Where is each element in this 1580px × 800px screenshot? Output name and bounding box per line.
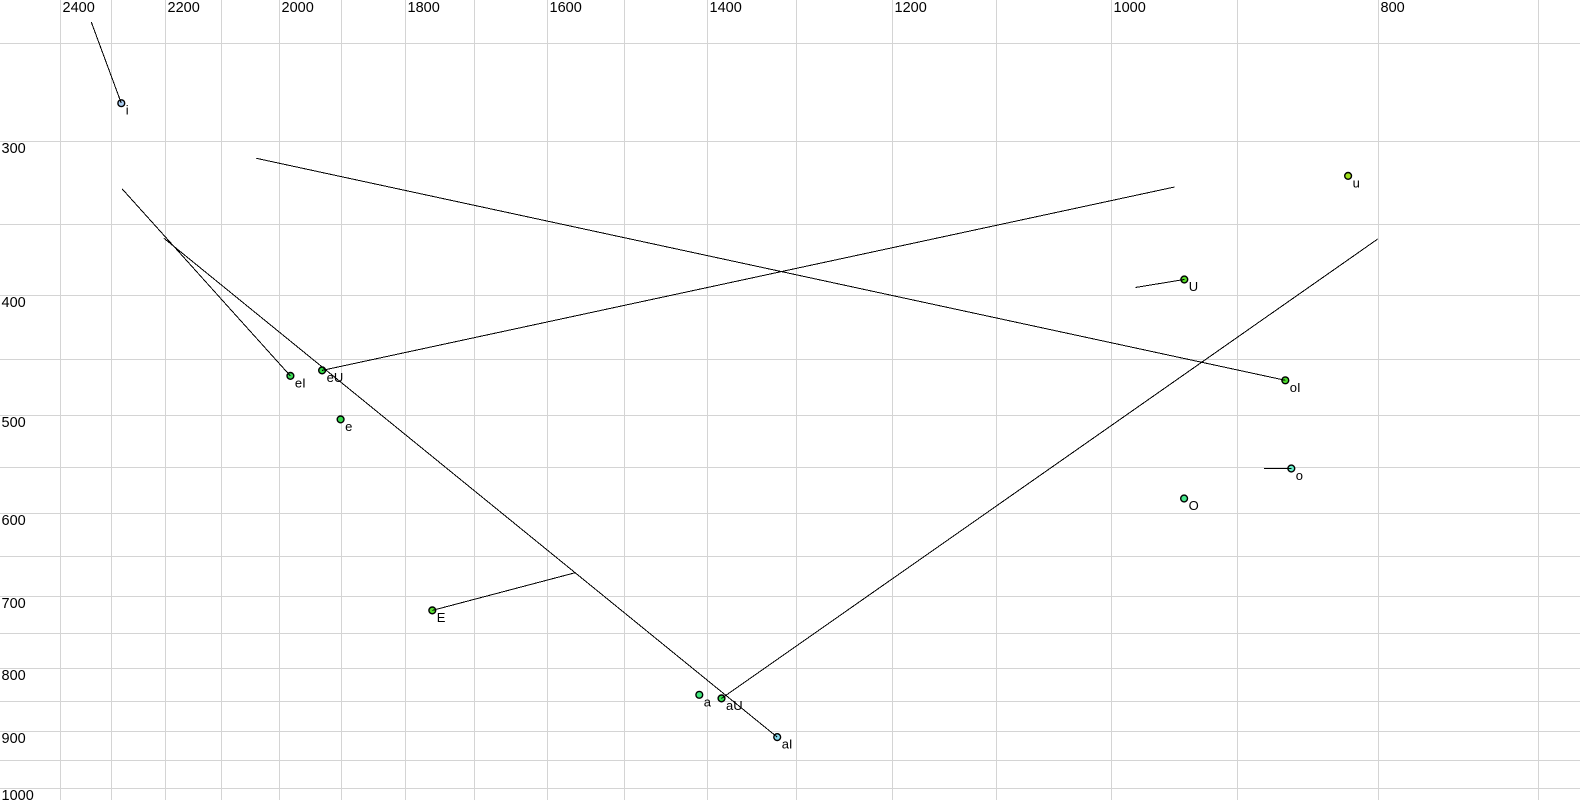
svg-text:1400: 1400 xyxy=(710,0,742,16)
svg-text:eI: eI xyxy=(295,375,306,390)
svg-text:800: 800 xyxy=(1381,0,1405,16)
svg-text:oI: oI xyxy=(1290,380,1301,395)
svg-text:u: u xyxy=(1353,175,1360,190)
svg-text:300: 300 xyxy=(2,141,26,157)
svg-text:E: E xyxy=(437,610,446,625)
svg-text:900: 900 xyxy=(2,731,26,747)
svg-text:2400: 2400 xyxy=(63,0,95,16)
svg-text:2000: 2000 xyxy=(282,0,314,16)
svg-text:O: O xyxy=(1189,498,1199,513)
svg-text:700: 700 xyxy=(2,596,26,612)
svg-text:i: i xyxy=(126,103,129,118)
svg-text:U: U xyxy=(1189,279,1198,294)
svg-text:eU: eU xyxy=(327,370,344,385)
svg-text:1000: 1000 xyxy=(2,788,34,800)
svg-text:e: e xyxy=(345,419,352,434)
svg-text:o: o xyxy=(1296,468,1303,483)
svg-text:600: 600 xyxy=(2,513,26,529)
svg-text:aI: aI xyxy=(782,737,793,752)
svg-text:aU: aU xyxy=(726,698,743,713)
svg-text:1000: 1000 xyxy=(1114,0,1146,16)
svg-text:800: 800 xyxy=(2,668,26,684)
svg-text:2200: 2200 xyxy=(168,0,200,16)
svg-text:a: a xyxy=(704,694,712,709)
svg-text:1800: 1800 xyxy=(408,0,440,16)
svg-text:500: 500 xyxy=(2,415,26,431)
svg-text:1200: 1200 xyxy=(895,0,927,16)
svg-text:1600: 1600 xyxy=(550,0,582,16)
svg-text:400: 400 xyxy=(2,295,26,311)
